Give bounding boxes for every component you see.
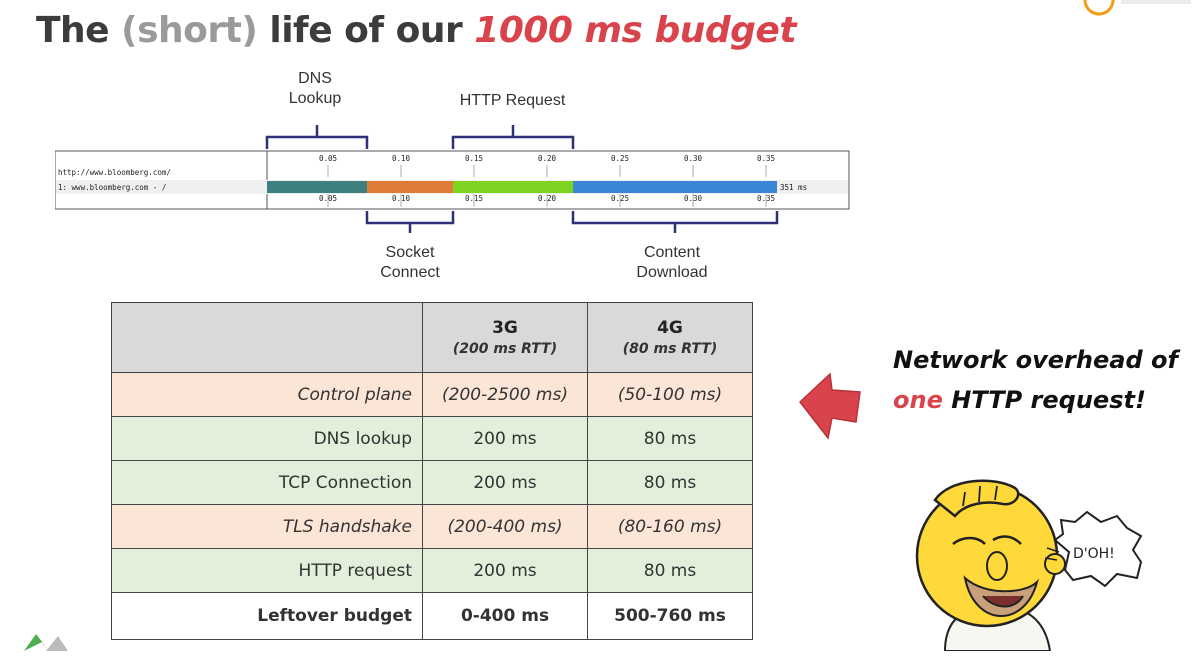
label-dns-lookup: DNS Lookup — [280, 69, 350, 109]
homer-doh-illustration: D'OH! — [905, 478, 1199, 656]
label-content-line1: Content — [643, 244, 701, 261]
bar-content — [573, 181, 777, 193]
row-value-4g: (50-100 ms) — [587, 372, 753, 417]
row-label: TCP Connection — [111, 460, 423, 505]
header-3g: 3G (200 ms RTT) — [422, 302, 588, 373]
row-label: TLS handshake — [111, 504, 423, 549]
row-value-4g: 500-760 ms — [587, 592, 753, 640]
label-dns-line1: DNS — [298, 70, 332, 87]
tick-label: 0.35 — [757, 154, 775, 163]
row-value-3g: 0-400 ms — [422, 592, 588, 640]
callout-text: Network overhead of one HTTP request! — [893, 340, 1178, 420]
label-content-download: Content Download — [622, 243, 722, 283]
waterfall-row-label: 1: www.bloomberg.com - / — [58, 183, 166, 192]
tick-label: 0.15 — [465, 194, 483, 203]
bar-socket — [367, 181, 453, 193]
callout-emph: one — [893, 386, 943, 414]
title-budget: 1000 ms budget — [474, 10, 797, 51]
tick-label: 0.30 — [684, 194, 703, 203]
waterfall-total: 351 ms — [780, 183, 807, 192]
table-row: DNS lookup 200 ms 80 ms — [111, 416, 753, 461]
header-4g-rtt: (80 ms RTT) — [622, 341, 718, 357]
header-4g: 4G (80 ms RTT) — [587, 302, 753, 373]
tick-label: 0.35 — [757, 194, 775, 203]
label-http-request: HTTP Request — [459, 92, 566, 109]
callout-line2-rest: HTTP request! — [942, 386, 1146, 414]
row-label: Control plane — [111, 372, 423, 417]
speech-bubble — [1053, 510, 1143, 588]
waterfall-url: http://www.bloomberg.com/ — [58, 168, 171, 177]
doh-text: D'OH! — [1073, 546, 1115, 562]
bar-http — [453, 181, 573, 193]
label-content-line2: Download — [636, 264, 708, 281]
brand-logo-corner — [1079, 0, 1199, 18]
tick-label: 0.20 — [538, 154, 557, 163]
tick-label: 0.05 — [319, 194, 337, 203]
tick-label: 0.25 — [611, 154, 629, 163]
row-value-3g: 200 ms — [422, 460, 588, 505]
ticks-bottom: 0.05 0.10 0.15 0.20 0.25 0.30 0.35 — [319, 194, 775, 207]
title-the: The — [36, 10, 110, 51]
row-value-3g: 200 ms — [422, 548, 588, 593]
label-socket-connect: Socket Connect — [365, 243, 455, 283]
table-row: Control plane (200-2500 ms) (50-100 ms) — [111, 372, 753, 417]
header-3g-name: 3G — [492, 318, 518, 338]
brand-logo-bottom — [22, 632, 72, 656]
tick-label: 0.20 — [538, 194, 557, 203]
label-socket-line1: Socket — [385, 244, 435, 261]
waterfall-svg: http://www.bloomberg.com/ 1: www.bloombe… — [54, 125, 850, 233]
table-header-row: 3G (200 ms RTT) 4G (80 ms RTT) — [111, 302, 753, 373]
callout-line2: one HTTP request! — [893, 380, 1178, 420]
budget-table: 3G (200 ms RTT) 4G (80 ms RTT) Control p… — [111, 302, 753, 640]
label-dns-line2: Lookup — [288, 90, 342, 107]
row-value-4g: 80 ms — [587, 416, 753, 461]
row-label: Leftover budget — [111, 592, 423, 640]
tick-label: 0.30 — [684, 154, 703, 163]
label-socket-line2: Connect — [380, 264, 440, 281]
bracket-socket — [365, 211, 455, 233]
row-value-4g: 80 ms — [587, 460, 753, 505]
header-3g-rtt: (200 ms RTT) — [452, 341, 558, 357]
tick-label: 0.10 — [392, 154, 411, 163]
tick-label: 0.05 — [319, 154, 337, 163]
bracket-dns — [265, 125, 369, 149]
header-4g-name: 4G — [657, 318, 683, 338]
table-row: TLS handshake (200-400 ms) (80-160 ms) — [111, 504, 753, 549]
table-row: TCP Connection 200 ms 80 ms — [111, 460, 753, 505]
slide-title: The (short) life of our 1000 ms budget — [36, 10, 797, 51]
tick-label: 0.25 — [611, 194, 629, 203]
row-value-4g: (80-160 ms) — [587, 504, 753, 549]
row-value-3g: (200-400 ms) — [422, 504, 588, 549]
table-row: HTTP request 200 ms 80 ms — [111, 548, 753, 593]
budget-table-wrap: 3G (200 ms RTT) 4G (80 ms RTT) Control p… — [111, 302, 753, 640]
tick-label: 0.15 — [465, 154, 483, 163]
row-label: DNS lookup — [111, 416, 423, 461]
table-row-total: Leftover budget 0-400 ms 500-760 ms — [111, 592, 753, 640]
bracket-http — [451, 125, 575, 149]
tick-label: 0.10 — [392, 194, 411, 203]
row-value-3g: (200-2500 ms) — [422, 372, 588, 417]
header-empty-cell — [111, 302, 423, 373]
red-arrow-icon — [798, 372, 862, 447]
bar-dns — [267, 181, 367, 193]
bracket-content — [571, 211, 779, 233]
row-value-4g: 80 ms — [587, 548, 753, 593]
callout-line1: Network overhead of — [893, 346, 1178, 374]
row-label: HTTP request — [111, 548, 423, 593]
title-short: (short) — [121, 10, 258, 51]
waterfall-diagram: http://www.bloomberg.com/ 1: www.bloombe… — [54, 65, 855, 295]
ticks-top: 0.05 0.10 0.15 0.20 0.25 0.30 0.35 — [319, 154, 775, 177]
row-value-3g: 200 ms — [422, 416, 588, 461]
title-life-of-our: life of our — [269, 10, 463, 51]
